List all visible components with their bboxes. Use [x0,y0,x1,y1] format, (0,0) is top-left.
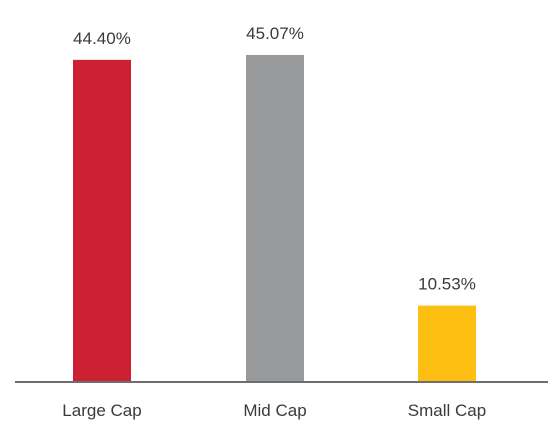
bar-large-cap [73,59,131,382]
category-label-small-cap: Small Cap [408,401,486,420]
value-label-mid-cap: 45.07% [246,24,304,43]
category-label-mid-cap: Mid Cap [243,401,306,420]
category-label-large-cap: Large Cap [62,401,141,420]
category-labels-group: Large Cap Mid Cap Small Cap [62,401,486,420]
bars-group [73,55,476,382]
value-label-small-cap: 10.53% [418,275,476,294]
bar-small-cap [418,305,476,382]
bar-mid-cap [246,55,304,382]
value-labels-group: 44.40% 45.07% 10.53% [73,24,476,294]
value-label-large-cap: 44.40% [73,29,131,48]
